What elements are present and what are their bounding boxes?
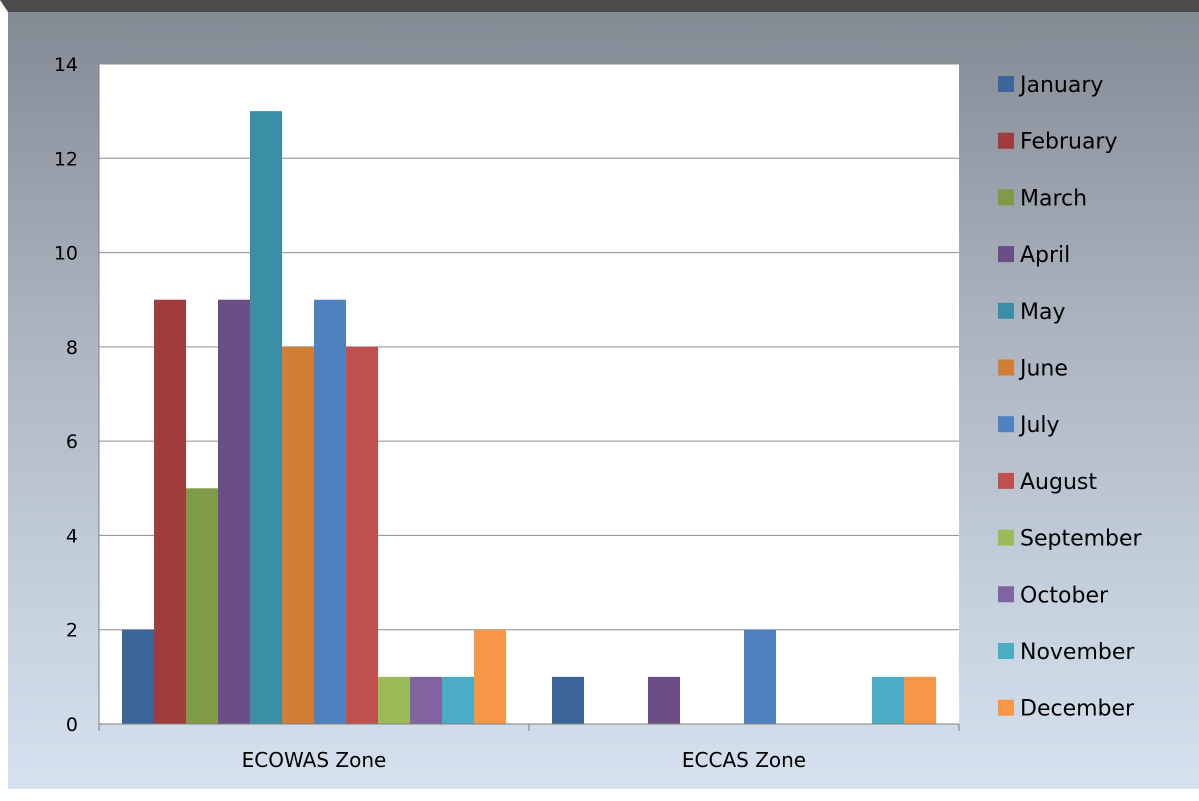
axes — [98, 64, 960, 731]
legend-swatch — [998, 189, 1014, 206]
y-tick-label: 6 — [66, 431, 78, 453]
legend-swatch — [998, 76, 1014, 92]
bar-november-1 — [872, 676, 904, 724]
legend-swatch — [998, 132, 1014, 149]
bar-may-0 — [250, 111, 282, 724]
y-tick-label: 12 — [54, 148, 78, 170]
bar-september-0 — [378, 676, 410, 724]
bar-december-0 — [474, 629, 506, 724]
legend-label: June — [1018, 357, 1068, 382]
legend-swatch — [998, 416, 1014, 433]
y-tick-label: 4 — [66, 525, 78, 547]
bar-november-0 — [442, 676, 474, 724]
bar-august-0 — [346, 346, 378, 724]
y-tick-label: 8 — [66, 337, 78, 359]
bar-april-0 — [218, 299, 250, 724]
bar-january-0 — [122, 629, 154, 724]
y-axis-tick-labels: 0 2 4 6 8 10 12 14 — [54, 54, 78, 736]
legend-label: March — [1020, 186, 1087, 211]
legend-label: September — [1020, 527, 1143, 552]
legend-swatch — [998, 529, 1014, 546]
legend-swatch — [998, 472, 1014, 489]
legend-swatch — [998, 302, 1014, 319]
bar-chart: 0 2 4 6 8 10 12 14 ECOWAS Zone ECCAS Zone Januar… — [54, 54, 1143, 772]
legend-label: April — [1020, 243, 1070, 268]
y-tick-label: 2 — [66, 620, 78, 642]
legend-label: October — [1020, 583, 1109, 608]
x-category-label: ECCAS Zone — [682, 748, 806, 772]
y-tick-label: 14 — [54, 54, 78, 76]
legend-label: May — [1020, 300, 1065, 325]
bar-october-0 — [410, 676, 442, 724]
x-axis-category-labels: ECOWAS Zone ECCAS Zone — [242, 748, 806, 772]
legend: January February March April May June July Augu… — [998, 73, 1143, 722]
legend-label: February — [1020, 130, 1118, 155]
legend-swatch — [998, 643, 1014, 659]
legend-swatch — [998, 699, 1014, 716]
bar-april-1 — [648, 676, 680, 724]
bar-march-0 — [186, 488, 218, 724]
bars — [122, 111, 936, 724]
bar-december-1 — [904, 676, 936, 724]
legend-label: January — [1018, 73, 1103, 98]
bar-june-0 — [282, 346, 314, 724]
legend-label: July — [1018, 413, 1060, 438]
x-category-label: ECOWAS Zone — [242, 748, 387, 772]
legend-swatch — [998, 359, 1014, 376]
bar-february-0 — [154, 299, 186, 724]
bar-july-0 — [314, 299, 346, 724]
legend-swatch — [998, 586, 1014, 603]
legend-swatch — [998, 246, 1014, 263]
y-tick-label: 10 — [54, 243, 78, 265]
bar-july-1 — [744, 629, 776, 724]
legend-label: August — [1020, 470, 1097, 495]
legend-label: December — [1020, 697, 1135, 722]
legend-label: November — [1020, 640, 1135, 665]
y-tick-label: 0 — [66, 714, 78, 736]
bar-january-1 — [552, 676, 584, 724]
